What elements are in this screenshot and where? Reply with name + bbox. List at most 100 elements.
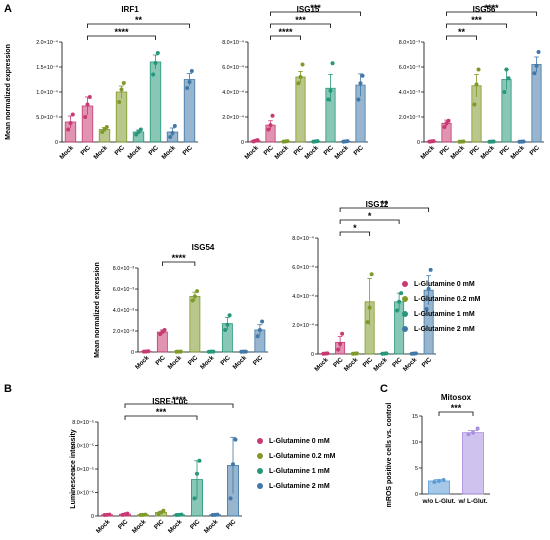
- isg56-data-point: [504, 67, 509, 72]
- isg56-data-point: [506, 76, 511, 81]
- irf1-xtick-label: PIC: [147, 144, 160, 157]
- legend-b-marker-2: [257, 468, 263, 474]
- isg54-data-point: [243, 349, 248, 354]
- isg15-data-point: [300, 62, 305, 67]
- irf1-xtick-label: Mock: [92, 144, 109, 161]
- isg12-data-point: [325, 351, 330, 356]
- isg15-title: ISG15: [297, 5, 320, 14]
- isg56-ytick-label: 0: [417, 140, 420, 146]
- mitosox-sig-bracket: [438, 411, 474, 416]
- isg12-ytick-label: 0: [311, 352, 314, 358]
- isg56-bar: [531, 64, 542, 143]
- legend-a-marker-3: [402, 326, 408, 332]
- isg15-data-point: [285, 139, 290, 144]
- isre-ytick-label: 2.0×10⁻⁵: [72, 491, 94, 497]
- isg56-ytick-label: 2.0×10⁻³: [399, 115, 420, 121]
- mitosox-data-point: [437, 479, 441, 483]
- isg12-data-point: [336, 347, 341, 352]
- irf1-data-point: [155, 51, 160, 55]
- irf1-xtick-label: PIC: [181, 144, 194, 157]
- isg12-data-point: [395, 308, 400, 313]
- isg12-data-point: [397, 299, 402, 304]
- panel-letter-c: C: [380, 383, 388, 395]
- isre-chart: ISRE-Luc 0 2.0×10⁻⁵ 4.0×10⁻⁵ 6.0×10⁻⁵ 8.0×10⁻…: [70, 395, 242, 535]
- isre-data-point: [179, 512, 184, 517]
- isg54-xtick-label: Mock: [199, 354, 216, 371]
- legend-b-label-0: L-Glutamine 0 mM: [269, 438, 330, 445]
- irf1-data-point: [85, 102, 90, 107]
- isre-sig-bracket: [124, 415, 198, 420]
- legend-a-label-1: L-Glutamine 0.2 mM: [414, 296, 481, 303]
- legend-b-marker-3: [257, 483, 263, 489]
- isg54-ytick-label: 6.0×10⁻³: [113, 287, 134, 293]
- isg12-sig-bracket: [339, 231, 371, 236]
- legend-b-label-3: L-Glutamine 2 mM: [269, 483, 330, 490]
- isg54-chart: ISG54 0 2.0×10⁻³ 4.0×10⁻³ 6.0×10⁻³ 8.0×10⁻³ Me…: [94, 243, 268, 371]
- legend-a-marker-0: [402, 281, 408, 287]
- isg15-xtick-label: PIC: [352, 144, 365, 157]
- irf1-chart: IRF1 0 5.0×10⁻⁵ 1.0×10⁻⁴ 1.5×10⁻⁴ 2.0×10⁻⁴ Mea…: [5, 5, 198, 161]
- irf1-data-point: [170, 131, 175, 135]
- isg56-title: ISG56: [473, 5, 496, 14]
- mitosox-ytick-label: 0: [415, 492, 418, 498]
- isre-data-point: [125, 511, 130, 516]
- isg54-xtick-label: PIC: [252, 354, 265, 367]
- legend-b-marker-0: [257, 438, 263, 444]
- isg54-data-point: [192, 294, 197, 299]
- mitosox-ylabel: mROS positive cells vs. control: [386, 403, 393, 508]
- irf1-xtick-label: Mock: [126, 144, 143, 161]
- isg12-data-point: [367, 305, 372, 310]
- isg12-sig-label: **: [381, 199, 389, 209]
- isre-xtick-label: PIC: [153, 518, 166, 531]
- isg15-ytick-label: 4.0×10⁻⁴: [222, 90, 244, 96]
- mitosox-sig-label: ***: [451, 403, 462, 413]
- isg12-data-point: [340, 331, 345, 336]
- isre-xtick-label: PIC: [225, 518, 238, 531]
- isg54-sig-bracket: [161, 261, 196, 266]
- isg12-data-point: [365, 320, 370, 325]
- isg15-xtick-label: Mock: [303, 144, 320, 161]
- irf1-xtick-label: PIC: [79, 144, 92, 157]
- isg12-data-point: [413, 351, 418, 356]
- isre-data-point: [161, 508, 166, 513]
- irf1-data-point: [70, 112, 75, 117]
- irf1-data-point: [185, 86, 190, 90]
- irf1-sig-label: ****: [114, 27, 129, 37]
- isg54-ytick-label: 2.0×10⁻³: [113, 329, 134, 335]
- legend-b: L-Glutamine 0 mM L-Glutamine 0.2 mM L-Gl…: [257, 438, 336, 490]
- irf1-data-point: [83, 115, 88, 119]
- panel-letter-a: A: [4, 3, 12, 15]
- isg56-data-point: [461, 139, 466, 144]
- isre-ytick-label: 0: [91, 514, 94, 520]
- isg15-sig-label: ***: [310, 3, 321, 13]
- irf1-bar: [115, 91, 128, 143]
- isg15-ytick-label: 0: [241, 140, 244, 146]
- legend-b-marker-1: [257, 453, 263, 459]
- isg15-data-point: [358, 81, 363, 86]
- isg56-sig-bracket: [446, 11, 537, 16]
- isre-ylabel: Luminescence intensity: [70, 429, 77, 508]
- isg12-ytick-label: 8.0×10⁻⁴: [292, 236, 314, 242]
- isg56-xtick-label: PIC: [528, 144, 541, 157]
- legend-a-label-2: L-Glutamine 1 mM: [414, 311, 475, 318]
- isg12-sig-label: *: [353, 223, 357, 233]
- isg12-data-point: [428, 267, 433, 272]
- isg12-xtick-label: Mock: [372, 356, 389, 373]
- isre-xtick-label: PIC: [189, 518, 202, 531]
- isg12-sig-label: *: [368, 211, 372, 221]
- isg15-bar: [295, 76, 306, 143]
- isre-data-point: [107, 512, 112, 517]
- isre-data-point: [197, 458, 202, 463]
- isg12-sig-bracket: [339, 219, 400, 224]
- isg54-ylabel: Mean normalized expression: [94, 262, 101, 358]
- isre-sig-bracket: [124, 403, 234, 408]
- isre-data-point: [143, 512, 148, 517]
- irf1-data-point: [87, 95, 92, 99]
- isre-sig-label: ****: [172, 395, 187, 405]
- isg56-xtick-label: Mock: [419, 144, 436, 161]
- isg54-data-point: [225, 322, 230, 327]
- isg56-xtick-label: Mock: [509, 144, 526, 161]
- isg54-data-point: [223, 327, 228, 332]
- isg15-xtick-label: Mock: [273, 144, 290, 161]
